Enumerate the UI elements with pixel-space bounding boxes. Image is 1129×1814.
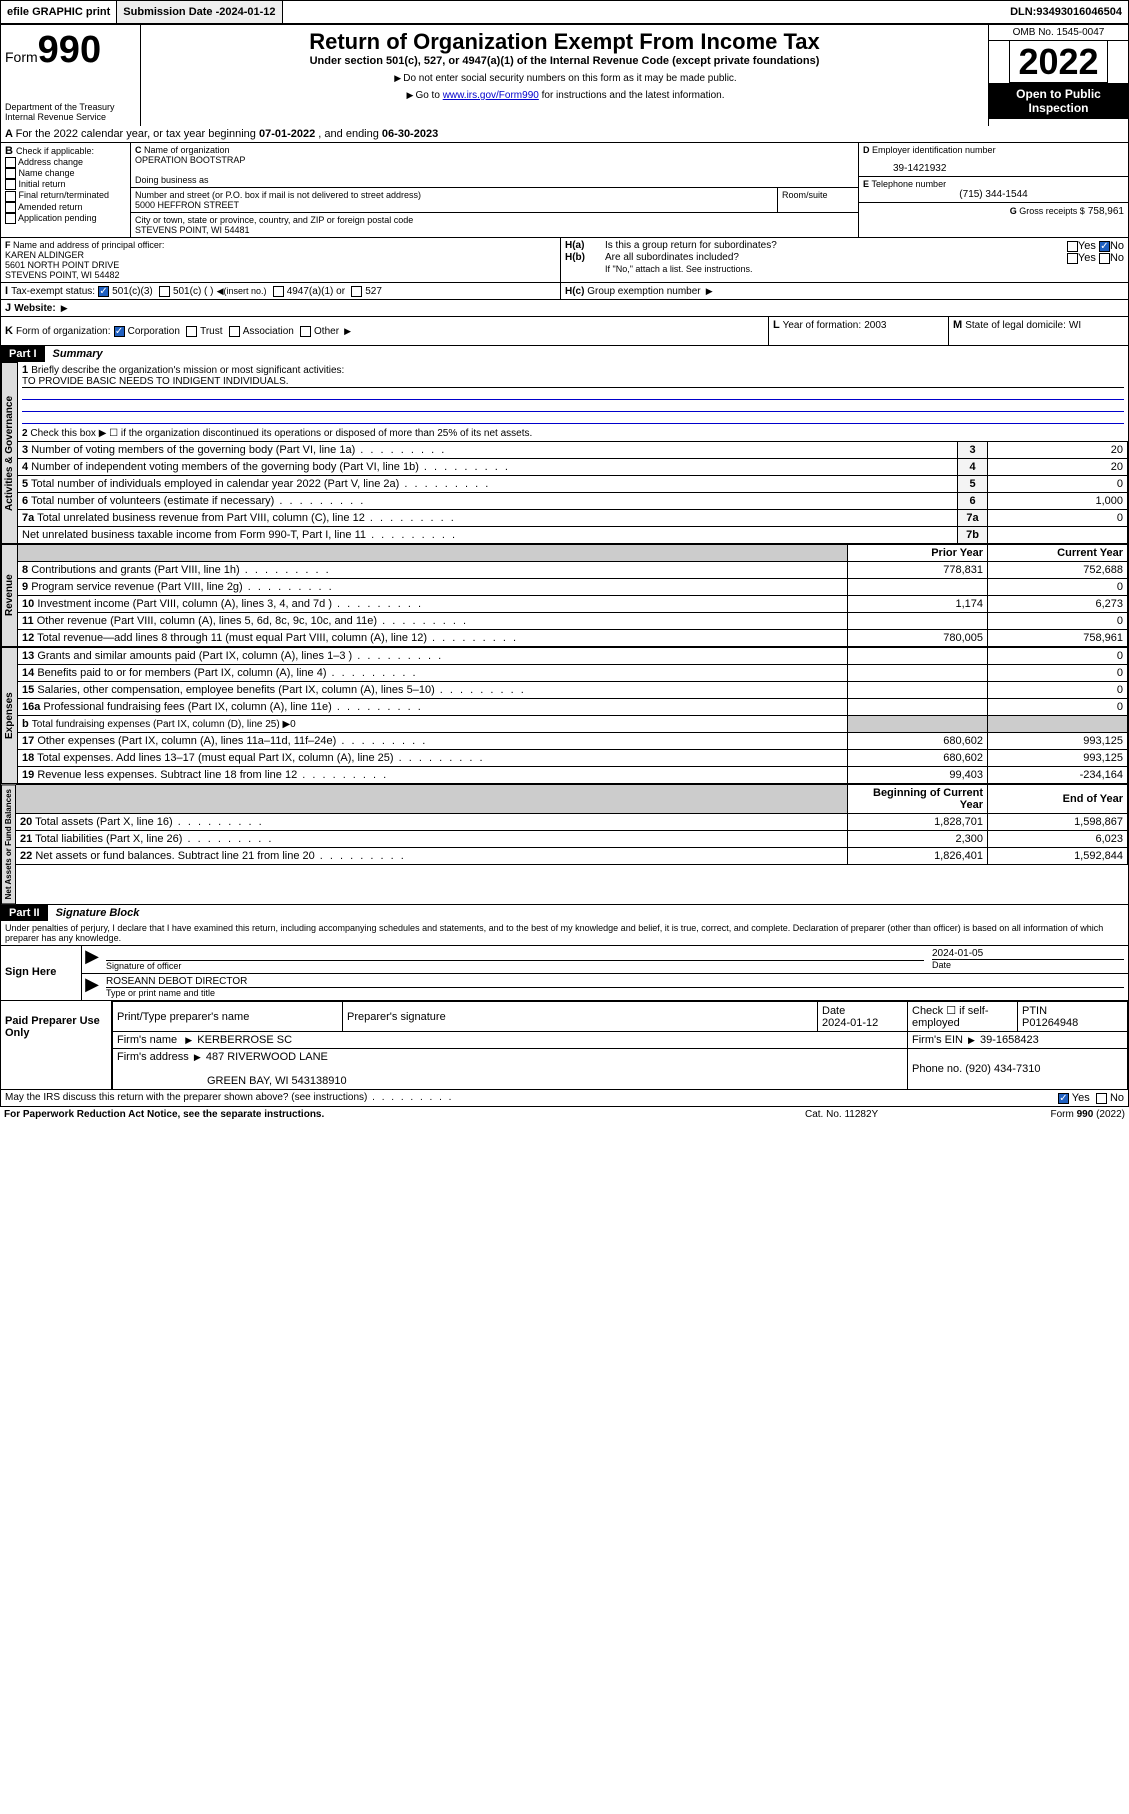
net-assets-table: Beginning of Current YearEnd of Year 20 … [16,784,1128,865]
section-f: F Name and address of principal officer:… [1,238,561,282]
tab-expenses: Expenses [1,647,18,784]
section-klm: K Form of organization: Corporation Trus… [0,316,1129,346]
firm-phone: (920) 434-7310 [965,1063,1040,1075]
line-a: A For the 2022 calendar year, or tax yea… [0,126,1129,143]
org-city: STEVENS POINT, WI 54481 [135,225,854,235]
open-to-public: Open to Public Inspection [989,83,1128,119]
part-ii: Part IISignature Block Under penalties o… [0,905,1129,1090]
section-h: H(a)Is this a group return for subordina… [561,238,1128,282]
form-word: Form [5,49,38,65]
mission-text: TO PROVIDE BASIC NEEDS TO INDIGENT INDIV… [22,376,1124,388]
section-i: I Tax-exempt status: 501(c)(3) 501(c) ( … [1,283,561,299]
tab-revenue: Revenue [1,544,18,647]
form-number: 990 [38,29,101,71]
ptin: P01264948 [1022,1017,1078,1029]
perjury-declaration: Under penalties of perjury, I declare th… [1,921,1128,945]
officer-name: ROSEANN DEBOT DIRECTOR [106,976,1124,987]
expenses-table: 13 Grants and similar amounts paid (Part… [18,647,1128,784]
irs-label: Internal Revenue Service [5,112,136,122]
revenue-table: Prior YearCurrent Year 8 Contributions a… [18,544,1128,647]
sign-here-label: Sign Here [1,946,81,1000]
efile-label: efile GRAPHIC print [1,1,117,23]
dept-label: Department of the Treasury [5,102,136,112]
telephone: (715) 344-1544 [863,189,1124,200]
omb-number: OMB No. 1545-0047 [989,25,1128,41]
irs-link[interactable]: www.irs.gov/Form990 [443,90,539,101]
governance-table: 3 Number of voting members of the govern… [18,441,1128,544]
top-bar: efile GRAPHIC print Submission Date - 20… [0,0,1129,24]
dln-cell: DLN: 93493016046504 [1004,1,1128,23]
gross-receipts: 758,961 [1088,206,1124,217]
subtitle-2: Do not enter social security numbers on … [145,73,984,84]
form-title: Return of Organization Exempt From Incom… [145,29,984,55]
subtitle-3: Go to www.irs.gov/Form990 for instructio… [145,90,984,101]
org-street: 5000 HEFFRON STREET [135,200,773,210]
ein: 39-1421932 [863,155,1124,174]
submission-date-cell: Submission Date - 2024-01-12 [117,1,282,23]
section-deg: D Employer identification number 39-1421… [858,143,1128,237]
org-name: OPERATION BOOTSTRAP [135,155,854,165]
section-b: B Check if applicable: Address change Na… [1,143,131,237]
firm-name: KERBERROSE SC [197,1034,292,1046]
may-irs-discuss: May the IRS discuss this return with the… [0,1090,1129,1107]
part-i: Part ISummary Activities & Governance 1 … [0,346,1129,905]
firm-ein: 39-1658423 [980,1034,1039,1046]
footer: For Paperwork Reduction Act Notice, see … [0,1107,1129,1122]
section-j: J Website: [0,299,1129,316]
tab-net-assets: Net Assets or Fund Balances [1,784,16,904]
tax-year: 2022 [1009,40,1107,83]
subtitle-1: Under section 501(c), 527, or 4947(a)(1)… [145,55,984,67]
paid-preparer-label: Paid Preparer Use Only [1,1001,111,1089]
tab-governance: Activities & Governance [1,362,18,544]
section-c: C Name of organization OPERATION BOOTSTR… [131,143,858,237]
form-header: Form990 Department of the Treasury Inter… [0,24,1129,126]
